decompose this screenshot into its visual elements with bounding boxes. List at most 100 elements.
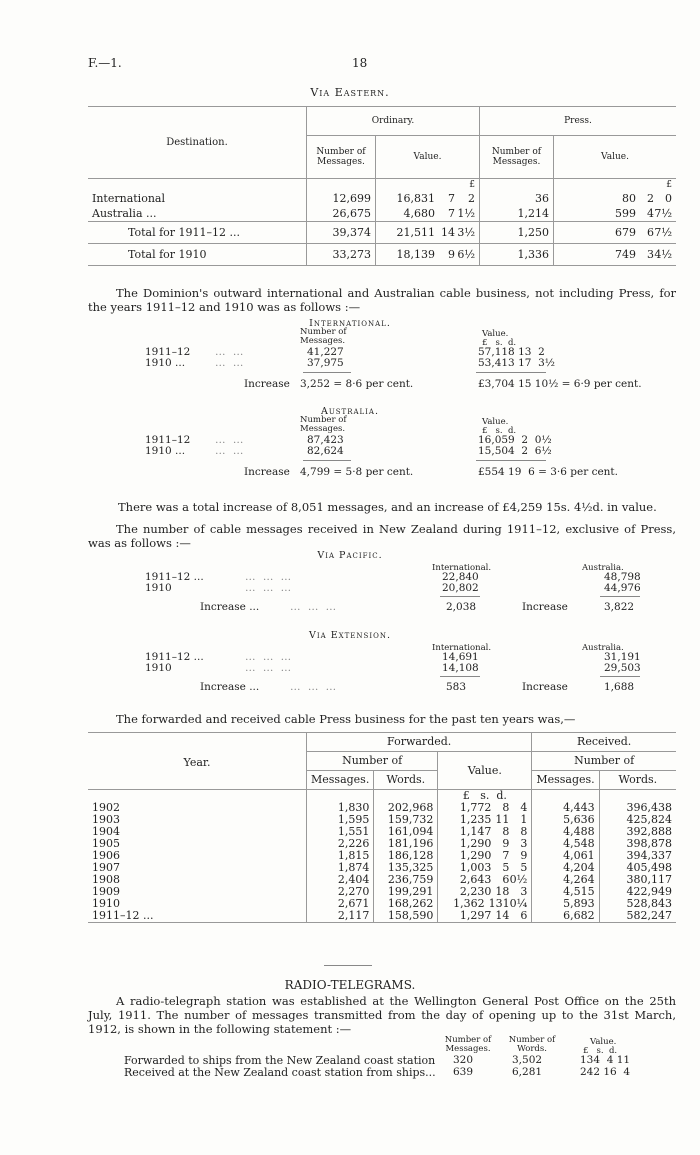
shillings: 5 (502, 861, 510, 874)
increase-label: Increase ... (200, 601, 260, 613)
paragraph-outward: The Dominion's outward international and… (88, 286, 676, 314)
pr_s: 2 (647, 192, 654, 205)
ord_s: 7 (448, 207, 455, 220)
fwd-words: 168,262 (373, 898, 438, 910)
press-value: 599 47½ (553, 206, 676, 222)
year: 1902 (92, 801, 120, 814)
ordinary-value: 18,139 9 6½ (375, 243, 480, 266)
increase-label: Increase ... (200, 681, 260, 693)
report-reference: F.—1. (88, 56, 122, 70)
international: 20,802 (442, 582, 479, 594)
pence: 1 (520, 813, 528, 826)
ord_d: 1½ (457, 207, 475, 220)
fwd-words: 135,325 (373, 862, 438, 874)
pr_l: 80 (622, 192, 636, 205)
lsd-cell (88, 790, 307, 803)
col-press-msgs: Number of Messages. (479, 135, 554, 179)
fwd-words: 159,732 (373, 814, 438, 826)
value-head: Value. (482, 417, 509, 427)
col-fwd-messages: Messages. (305, 770, 374, 790)
table-row: 1905 2,226 181,196 1,290 9 3 4,548 398,878 (88, 838, 676, 850)
fwd-words: 161,094 (373, 826, 438, 838)
col-rec-words: Words. (598, 770, 676, 790)
value: 15,504 2 6½ (478, 445, 552, 457)
shillings: 9 (502, 837, 510, 850)
radio-value: 134 4 11 (580, 1054, 631, 1066)
year: 1906 (92, 849, 120, 862)
page-number: 18 (352, 56, 368, 70)
pr_l: 749 (615, 248, 636, 261)
fwd-value: 1,147 8 8 (437, 825, 532, 838)
pr_l: 679 (615, 226, 636, 239)
rec-messages: 4,488 (531, 826, 600, 838)
fwd-words: 158,590 (373, 910, 438, 923)
press-table: Year. Forwarded. Received. Number of Val… (88, 732, 676, 923)
fwd-value: 1,290 7 9 (437, 849, 532, 862)
ord_l: 16,831 (396, 192, 436, 205)
year: 1909 (92, 885, 120, 898)
rec-messages: 5,893 (531, 898, 600, 910)
increase-messages: 4,799 = 5·8 per cent. (300, 466, 414, 478)
shillings: 13 (488, 897, 503, 910)
radio-words: 3,502 (512, 1054, 543, 1066)
paragraph-press: The forwarded and received cable Press b… (116, 712, 576, 726)
rec-messages: 4,204 (531, 862, 600, 874)
messages: 41,227 (307, 346, 344, 358)
radio-messages: 320 (453, 1054, 474, 1066)
fwd-messages: 2,671 (305, 898, 374, 910)
table-row: 1907 1,874 135,325 1,003 5 5 4,204 405,498 (88, 862, 676, 874)
received-title: Via Pacific. (317, 550, 383, 561)
dots: … … … (245, 571, 294, 583)
lsd-cell (305, 789, 374, 802)
australia: 31,191 (604, 651, 641, 663)
year: 1910 (92, 897, 120, 910)
rec-words: 528,843 (598, 898, 676, 910)
fwd-messages: 2,226 (305, 838, 374, 850)
rec-words: 422,949 (598, 886, 676, 898)
col-rec-number-of: Number of (531, 751, 676, 771)
fwd-messages: 2,404 (305, 874, 374, 886)
ord_l: 18,139 (396, 248, 436, 261)
rec-messages: 4,264 (531, 874, 600, 886)
australia: 48,798 (604, 571, 641, 583)
col-rec-messages: Messages. (531, 770, 600, 790)
value: 16,059 2 0½ (478, 434, 552, 446)
australia-increase-label: Increase (522, 601, 568, 613)
row-label: Australia ... (92, 207, 157, 220)
pence: 3 (520, 885, 528, 898)
shillings: 14 (495, 909, 510, 922)
table-row: 1906 1,815 186,128 1,290 7 9 4,061 394,337 (88, 850, 676, 862)
dots: … … … (290, 601, 339, 613)
table-row: 1911–12 ... 2,117 158,590 1,297 14 6 6,682 582,… (88, 910, 676, 923)
rec-messages: 4,515 (531, 886, 600, 898)
fwd-messages: 1,551 (305, 826, 374, 838)
increase-value: £554 19 6 = 3·6 per cent. (478, 466, 618, 478)
eastern-table: Destination. Ordinary. Press. Number of … (88, 106, 676, 266)
press-value: 80 2 0 (553, 191, 676, 206)
dots: … … (215, 357, 246, 369)
pounds: 1,235 (459, 813, 492, 826)
col-press: Press. (479, 106, 676, 136)
pence: 8 (520, 825, 528, 838)
dots: … … … (290, 681, 339, 693)
table-row: 1902 1,830 202,968 1,772 8 4 4,443 396,438 (88, 802, 676, 814)
shillings: 7 (502, 849, 510, 862)
table-row: Total for 1911–12 ... 39,374 21,511 14 3½ 1,2… (88, 221, 676, 244)
lsd-head: £ s. d. (583, 1046, 618, 1056)
pr_d: 4½ (654, 248, 672, 261)
pr_d: 0 (665, 192, 672, 205)
rec-words: 392,888 (598, 826, 676, 838)
row-label: International (92, 192, 165, 205)
pounds: 1,772 (459, 801, 492, 814)
year: 1910 ... (145, 357, 186, 369)
lsd-label: £ (553, 178, 676, 191)
total-increase-text: There was a total increase of 8,051 mess… (118, 500, 657, 514)
fwd-value: 1,362 1310¼ (437, 897, 532, 910)
col-year: Year. (183, 756, 211, 769)
pence: 5 (520, 861, 528, 874)
col-fwd-words: Words. (373, 770, 438, 790)
year: 1903 (92, 813, 120, 826)
ord_l: 21,511 (396, 226, 436, 239)
radio-row-label: Forwarded to ships from the New Zealand … (124, 1054, 436, 1067)
